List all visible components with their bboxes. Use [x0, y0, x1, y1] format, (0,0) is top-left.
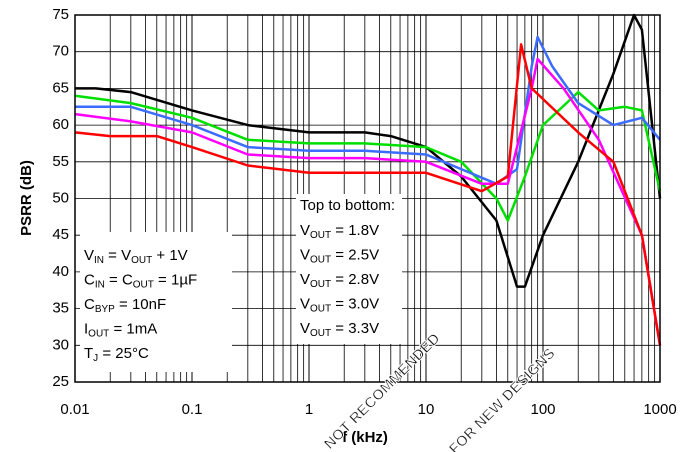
- legend-entry: VOUT = 2.8V: [300, 271, 379, 290]
- subscript: BYP: [95, 304, 115, 315]
- text-part: T: [84, 345, 93, 362]
- y-tick-label: 45: [52, 226, 69, 243]
- x-tick-label: 0.1: [182, 401, 203, 418]
- subscript: OUT: [310, 328, 331, 339]
- condition-text: CBYP = 10nF: [84, 296, 166, 315]
- y-tick-label: 70: [52, 43, 69, 60]
- subscript: IN: [95, 279, 105, 290]
- subscript: OUT: [133, 279, 154, 290]
- text-part: V: [300, 295, 310, 312]
- text-part: V: [84, 247, 94, 264]
- text-part: = 3.0V: [331, 295, 379, 312]
- y-tick-label: 65: [52, 79, 69, 96]
- x-tick-label: 1: [305, 401, 313, 418]
- y-tick-label: 40: [52, 263, 69, 280]
- text-part: = 1.8V: [331, 222, 379, 239]
- legend-title: Top to bottom:: [300, 197, 395, 214]
- condition-text: TJ = 25°C: [84, 345, 149, 364]
- y-tick-label: 30: [52, 336, 69, 353]
- plot-border: [74, 14, 661, 383]
- subscript: J: [93, 353, 98, 364]
- subscript: OUT: [310, 254, 331, 265]
- text-part: C: [84, 296, 95, 313]
- subscript: OUT: [88, 328, 109, 339]
- text-part: I: [84, 320, 88, 337]
- text-part: = 2.5V: [331, 246, 379, 263]
- conditions-box: [80, 232, 232, 372]
- subscript: IN: [94, 255, 104, 266]
- y-tick-label: 25: [52, 373, 69, 390]
- subscript: OUT: [131, 255, 152, 266]
- text-part: = 1mA: [109, 320, 157, 337]
- legend-entry: VOUT = 3.3V: [300, 320, 379, 339]
- text-part: = 2.8V: [331, 271, 379, 288]
- text-part: V: [300, 246, 310, 263]
- text-part: V: [300, 222, 310, 239]
- legend-box: [296, 194, 402, 344]
- condition-text: VIN = VOUT + 1V: [84, 247, 188, 266]
- text-part: = 10nF: [115, 296, 166, 313]
- x-tick-label: 0.01: [60, 401, 89, 418]
- subscript: OUT: [310, 303, 331, 314]
- subscript: OUT: [310, 279, 331, 290]
- text-part: + 1V: [152, 247, 187, 264]
- text-part: V: [300, 271, 310, 288]
- text-part: = V: [104, 247, 131, 264]
- text-part: = 25°C: [98, 345, 149, 362]
- text-part: C: [84, 271, 95, 288]
- series-line: [74, 57, 662, 346]
- legend-entry: VOUT = 3.0V: [300, 295, 379, 314]
- condition-text: CIN = COUT = 1µF: [84, 271, 197, 290]
- y-axis-label: PSRR (dB): [18, 160, 35, 236]
- x-tick-label: 10: [418, 401, 435, 418]
- y-tick-label: 55: [52, 153, 69, 170]
- condition-text: IOUT = 1mA: [84, 320, 157, 339]
- text-part: = 1µF: [154, 271, 197, 288]
- x-tick-label: 1000: [643, 401, 676, 418]
- series-line: [74, 90, 662, 222]
- text-part: V: [300, 320, 310, 337]
- subscript: OUT: [310, 230, 331, 241]
- legend-entry: VOUT = 1.8V: [300, 222, 379, 241]
- y-tick-label: 35: [52, 300, 69, 317]
- legend-entry: VOUT = 2.5V: [300, 246, 379, 265]
- y-tick-label: 60: [52, 116, 69, 133]
- series-line: [74, 43, 662, 346]
- y-tick-label: 50: [52, 189, 69, 206]
- y-tick-label: 75: [52, 6, 69, 23]
- text-part: = 3.3V: [331, 320, 379, 337]
- x-tick-label: 100: [530, 401, 555, 418]
- text-part: = C: [105, 271, 133, 288]
- x-axis-label: f (kHz): [342, 429, 388, 446]
